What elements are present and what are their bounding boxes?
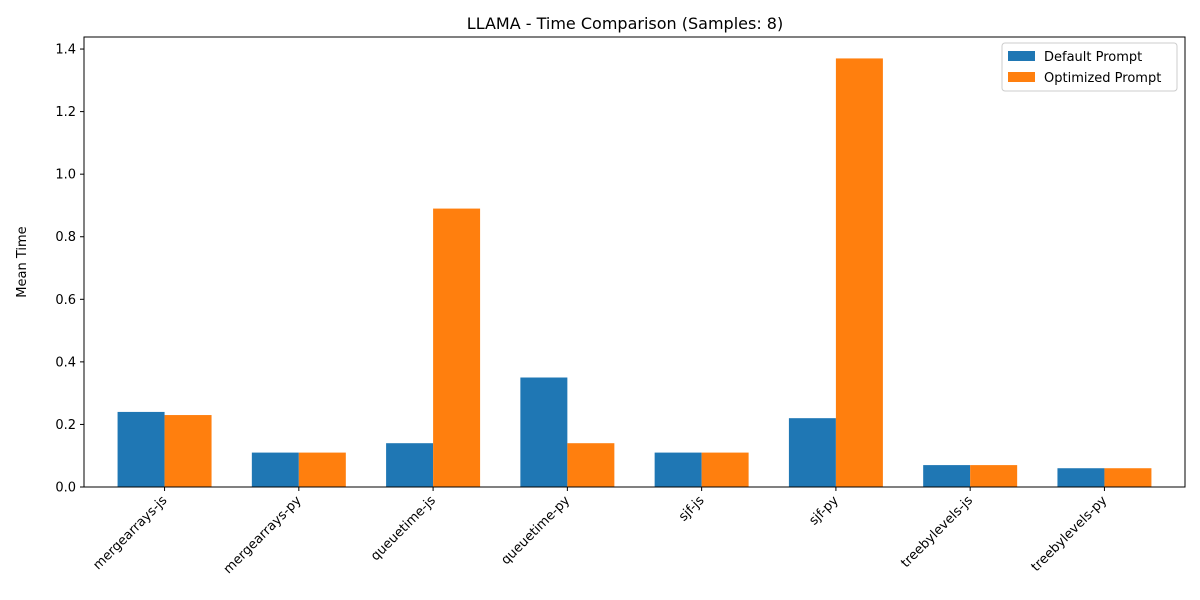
y-tick-label: 1.2 [55, 105, 76, 120]
bars-group [117, 58, 1152, 488]
y-axis-label: Mean Time [15, 226, 30, 297]
bar-default-treebylevels-js [923, 465, 971, 487]
legend: Default Prompt Optimized Prompt [1001, 42, 1178, 92]
plot-frame [83, 36, 1186, 488]
bar-optimized-mergearrays-py [298, 452, 346, 487]
bar-default-mergearrays-py [251, 452, 299, 487]
chart-title: LLAMA - Time Comparison (Samples: 8) [467, 14, 783, 33]
bar-optimized-treebylevels-py [1104, 468, 1152, 487]
legend-box [1001, 42, 1178, 92]
bar-default-sjf-py [788, 418, 836, 487]
y-axis-ticks: 0.0 0.2 0.4 0.6 0.8 1.0 1.2 1.4 [55, 43, 84, 496]
bar-default-treebylevels-py [1057, 468, 1105, 487]
y-tick-label: 1.0 [55, 168, 76, 183]
legend-swatch [1008, 51, 1035, 61]
legend-label: Optimized Prompt [1044, 71, 1161, 86]
bar-optimized-treebylevels-js [970, 465, 1018, 487]
legend-label: Default Prompt [1044, 50, 1142, 65]
bar-optimized-queuetime-py [567, 443, 615, 487]
x-tick-label: mergearrays-py [221, 493, 305, 577]
y-tick-label: 0.8 [55, 230, 76, 245]
x-tick-label: treebylevels-js [898, 493, 976, 571]
bar-default-queuetime-py [520, 377, 568, 487]
x-axis-ticks: mergearrays-js mergearrays-py queuetime-js… [91, 487, 1111, 577]
y-tick-label: 0.2 [55, 418, 76, 433]
bar-optimized-sjf-js [701, 452, 749, 487]
bar-optimized-mergearrays-js [164, 415, 212, 487]
x-tick-label: queuetime-js [368, 493, 439, 564]
y-tick-label: 0.0 [55, 481, 76, 496]
x-tick-label: treebylevels-py [1029, 493, 1111, 575]
x-tick-label: queuetime-py [498, 493, 573, 568]
bar-optimized-sjf-py [835, 58, 883, 488]
x-tick-label: sjf-js [676, 493, 708, 525]
bar-default-mergearrays-js [117, 411, 165, 487]
legend-swatch [1008, 72, 1035, 82]
x-tick-label: sjf-py [806, 493, 841, 528]
y-tick-label: 0.6 [55, 293, 76, 308]
bar-default-sjf-js [654, 452, 702, 487]
y-tick-label: 1.4 [55, 43, 76, 58]
x-tick-label: mergearrays-js [91, 493, 171, 573]
bar-default-queuetime-js [386, 443, 434, 487]
bar-optimized-queuetime-js [433, 208, 481, 487]
y-tick-label: 0.4 [55, 355, 76, 370]
